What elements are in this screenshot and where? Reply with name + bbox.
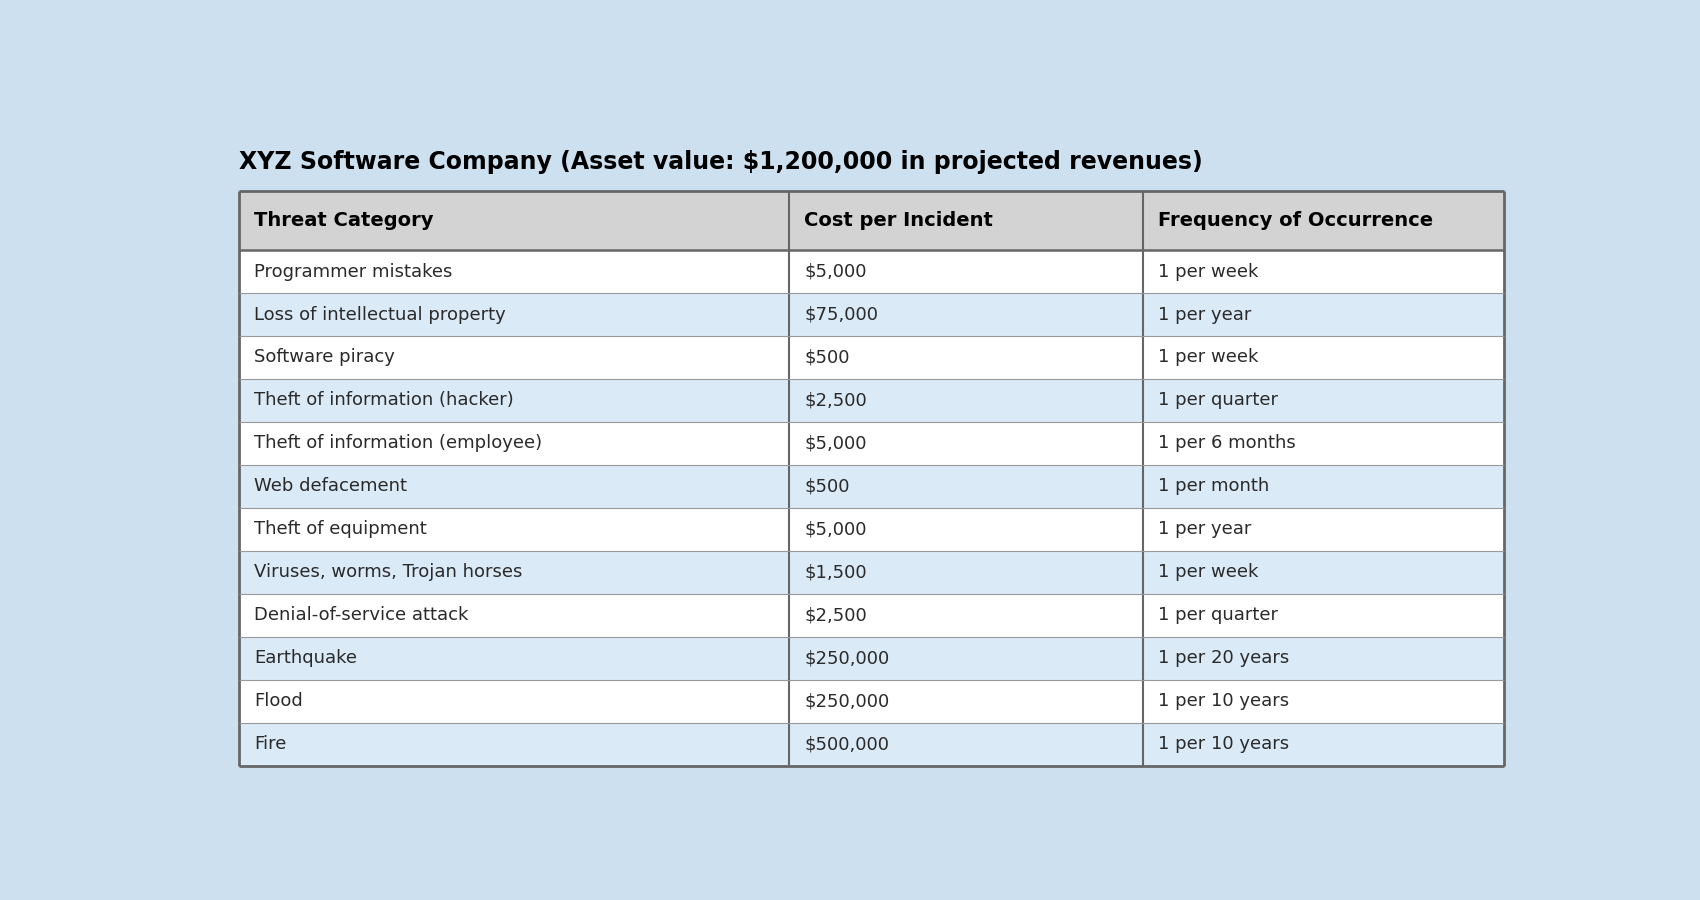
Bar [238, 336, 1503, 379]
Bar [238, 508, 1503, 551]
Text: 1 per 10 years: 1 per 10 years [1158, 692, 1290, 710]
Text: 1 per 10 years: 1 per 10 years [1158, 735, 1290, 753]
Text: Earthquake: Earthquake [253, 649, 357, 667]
Text: $2,500: $2,500 [804, 607, 867, 625]
Text: 1 per month: 1 per month [1158, 477, 1270, 495]
Text: 1 per quarter: 1 per quarter [1158, 607, 1278, 625]
Bar [238, 250, 1503, 293]
Bar [238, 680, 1503, 723]
Text: $1,500: $1,500 [804, 563, 867, 581]
Text: Threat Category: Threat Category [253, 212, 434, 230]
Bar [238, 293, 1503, 336]
Bar [238, 191, 1503, 250]
Text: 1 per year: 1 per year [1158, 520, 1251, 538]
Text: Programmer mistakes: Programmer mistakes [253, 263, 452, 281]
Bar [238, 637, 1503, 680]
Text: $250,000: $250,000 [804, 649, 889, 667]
Text: Cost per Incident: Cost per Incident [804, 212, 993, 230]
Text: $500: $500 [804, 477, 850, 495]
Text: 1 per year: 1 per year [1158, 305, 1251, 323]
Bar [238, 422, 1503, 465]
Bar [238, 465, 1503, 508]
Text: Flood: Flood [253, 692, 303, 710]
Text: Frequency of Occurrence: Frequency of Occurrence [1158, 212, 1433, 230]
Text: Fire: Fire [253, 735, 286, 753]
Text: Theft of equipment: Theft of equipment [253, 520, 427, 538]
Text: $500,000: $500,000 [804, 735, 889, 753]
Text: Software piracy: Software piracy [253, 348, 394, 366]
Text: $250,000: $250,000 [804, 692, 889, 710]
Text: 1 per 6 months: 1 per 6 months [1158, 435, 1295, 453]
Text: Loss of intellectual property: Loss of intellectual property [253, 305, 507, 323]
Text: Denial-of-service attack: Denial-of-service attack [253, 607, 469, 625]
Text: 1 per week: 1 per week [1158, 563, 1258, 581]
Bar [238, 594, 1503, 637]
Text: 1 per 20 years: 1 per 20 years [1158, 649, 1290, 667]
Text: $75,000: $75,000 [804, 305, 879, 323]
Text: $500: $500 [804, 348, 850, 366]
Text: Theft of information (hacker): Theft of information (hacker) [253, 392, 513, 410]
Bar [238, 723, 1503, 766]
Text: $5,000: $5,000 [804, 263, 867, 281]
Text: Theft of information (employee): Theft of information (employee) [253, 435, 542, 453]
Text: $5,000: $5,000 [804, 520, 867, 538]
Text: 1 per week: 1 per week [1158, 348, 1258, 366]
Bar [238, 551, 1503, 594]
Text: Web defacement: Web defacement [253, 477, 406, 495]
Bar [238, 379, 1503, 422]
Text: 1 per week: 1 per week [1158, 263, 1258, 281]
Text: $2,500: $2,500 [804, 392, 867, 410]
Text: 1 per quarter: 1 per quarter [1158, 392, 1278, 410]
Text: XYZ Software Company (Asset value: $1,200,000 in projected revenues): XYZ Software Company (Asset value: $1,20… [238, 149, 1202, 174]
Text: Viruses, worms, Trojan horses: Viruses, worms, Trojan horses [253, 563, 522, 581]
Text: $5,000: $5,000 [804, 435, 867, 453]
